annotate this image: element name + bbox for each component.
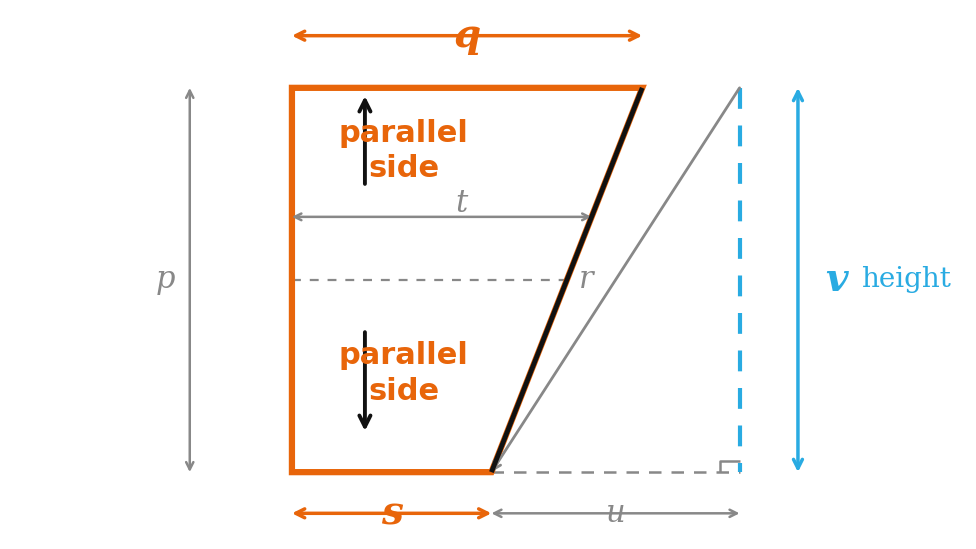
- Text: parallel
side: parallel side: [339, 119, 468, 183]
- Text: r: r: [579, 265, 593, 295]
- Text: v: v: [825, 261, 848, 299]
- Text: p: p: [156, 265, 175, 295]
- Text: q: q: [454, 16, 480, 55]
- Text: parallel
side: parallel side: [339, 341, 468, 406]
- Text: height: height: [861, 266, 951, 294]
- Text: t: t: [455, 188, 468, 219]
- Text: u: u: [606, 498, 626, 529]
- Text: s: s: [381, 494, 403, 533]
